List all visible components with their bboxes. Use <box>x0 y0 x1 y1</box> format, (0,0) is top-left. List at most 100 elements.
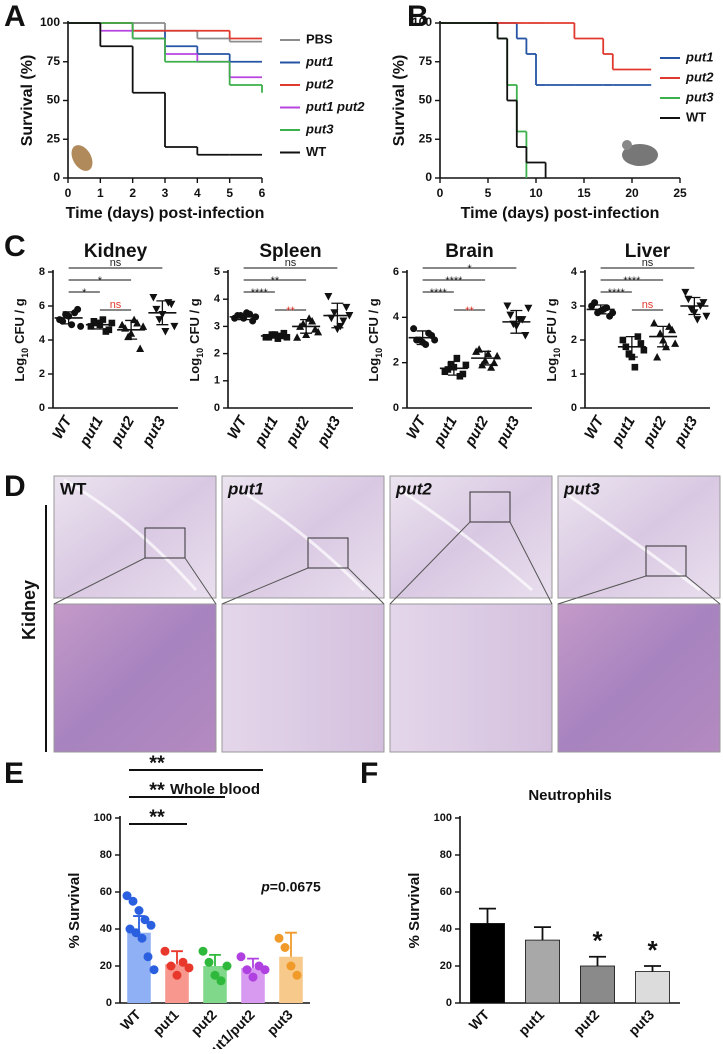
data-point <box>342 303 351 312</box>
significance-label: * <box>98 275 103 287</box>
x-tick-label: 2 <box>129 186 136 200</box>
significance-label: **** <box>430 287 448 299</box>
data-point <box>99 316 107 323</box>
data-point <box>198 946 208 956</box>
panel-label: B <box>407 0 429 33</box>
legend-label: WT <box>686 109 706 124</box>
bar <box>470 923 505 1004</box>
error-bar <box>588 955 607 966</box>
histology-label: put2 <box>395 479 432 498</box>
x-tick-label: WT <box>224 412 251 442</box>
y-axis-label-part: CFU / g <box>544 298 559 344</box>
y-tick-label: 0 <box>393 402 399 414</box>
data-point <box>87 323 95 330</box>
data-point <box>487 363 496 371</box>
mouse-icon <box>622 144 658 166</box>
x-axis-label: Time (days) post-infection <box>66 205 265 222</box>
x-tick-label: 25 <box>673 186 687 200</box>
data-point <box>302 330 311 339</box>
data-point <box>248 972 258 982</box>
sd-bar <box>331 302 344 329</box>
y-tick-label: 0 <box>425 170 432 184</box>
legend-label: put3 <box>685 89 714 104</box>
x-tick-label: put1 <box>608 413 639 450</box>
x-tick-label: 0 <box>437 186 444 200</box>
sd-bar <box>268 333 281 339</box>
y-tick-label: 100 <box>434 812 452 824</box>
data-point <box>216 976 226 986</box>
data-point <box>631 363 639 371</box>
x-tick-label: put3 <box>670 413 701 450</box>
sd-bar <box>510 309 523 334</box>
y-axis-label-part: Log <box>544 358 559 382</box>
data-point <box>506 311 515 320</box>
significance-star: * <box>592 926 603 956</box>
tissue-fold <box>63 478 198 591</box>
data-point <box>625 350 633 357</box>
y-axis-label-part: CFU / g <box>366 298 381 344</box>
x-tick-label: put3 <box>264 1006 296 1038</box>
sd-bar <box>62 311 75 325</box>
x-axis-label: Time (days) post-infection <box>461 205 660 222</box>
data-point <box>161 328 170 336</box>
x-tick-label: put3 <box>625 1006 657 1038</box>
x-tick-label: put2 <box>188 1006 220 1038</box>
y-tick-label: 0 <box>106 997 112 1009</box>
organ-label: Kidney <box>19 580 39 640</box>
data-point <box>293 333 302 341</box>
data-point <box>330 309 339 317</box>
panel-label: F <box>360 757 378 790</box>
data-point <box>339 317 348 325</box>
p-value-part: =0.0675 <box>270 878 321 894</box>
data-point <box>59 317 67 325</box>
zoom-line <box>685 575 721 605</box>
data-point <box>210 970 220 980</box>
y-tick-label: 80 <box>100 849 112 861</box>
y-tick-label: 1 <box>571 368 577 380</box>
x-tick-label: put2 <box>639 413 670 450</box>
y-axis-label-part: 10 <box>552 348 562 358</box>
significance-label: * <box>82 287 87 299</box>
bar <box>525 939 560 1004</box>
y-axis-label: Survival (%) <box>19 55 36 147</box>
y-tick-label: 1 <box>214 375 220 387</box>
data-point <box>444 366 452 373</box>
p-value-part: p <box>260 878 270 894</box>
data-point <box>170 322 179 331</box>
data-point <box>462 361 470 369</box>
histology-bottom <box>53 603 217 753</box>
x-tick-label: 20 <box>625 186 639 200</box>
data-point <box>456 372 464 380</box>
data-point <box>619 336 627 344</box>
data-point <box>137 933 147 943</box>
zoom-line <box>347 567 385 605</box>
y-axis-label: Survival (%) <box>391 55 408 147</box>
data-point <box>503 302 512 310</box>
y-axis-label-part: 10 <box>20 348 30 358</box>
data-point <box>286 961 296 971</box>
data-point <box>236 952 246 962</box>
x-tick-label: 6 <box>259 186 266 200</box>
y-tick-label: 0 <box>214 402 220 414</box>
zoom-line <box>389 521 471 605</box>
data-point <box>90 318 98 325</box>
y-tick-label: 100 <box>412 15 432 29</box>
y-tick-label: 80 <box>440 849 452 861</box>
y-tick-label: 20 <box>440 960 452 972</box>
y-tick-label: 60 <box>440 886 452 898</box>
data-point <box>204 957 214 967</box>
y-axis-label-part: Log <box>187 358 202 382</box>
y-tick-label: 3 <box>214 320 220 332</box>
data-point <box>68 321 76 329</box>
data-point <box>327 314 336 323</box>
x-tick-label: 10 <box>529 186 543 200</box>
y-axis-label: Log10 CFU / g <box>544 298 562 381</box>
x-tick-label: put2 <box>570 1006 602 1038</box>
sd-bar <box>125 319 138 340</box>
error-bar <box>478 907 497 924</box>
significance-label: **** <box>445 275 463 287</box>
zoom-box <box>144 527 186 559</box>
data-point <box>292 970 302 980</box>
x-tick-label: WT <box>117 1006 144 1033</box>
